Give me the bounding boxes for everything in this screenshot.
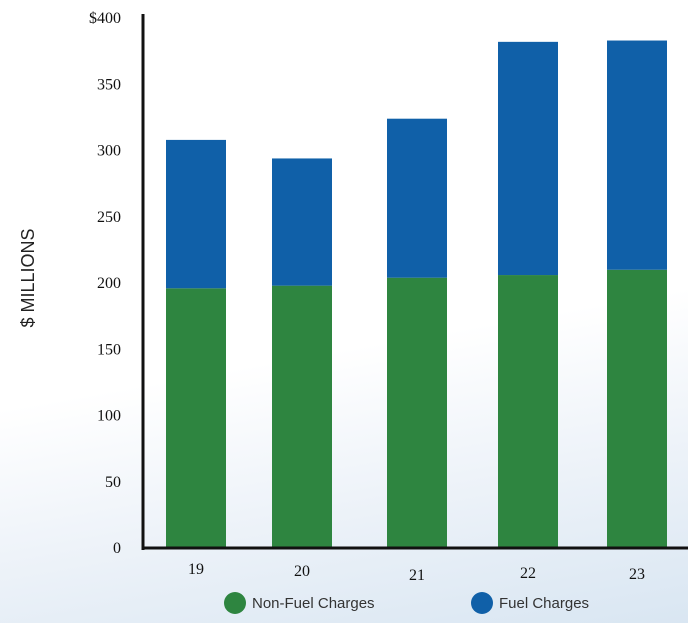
y-tick-label: $400 [89, 10, 121, 27]
bar-fuel-20 [272, 158, 332, 286]
y-tick-label: 250 [97, 209, 121, 226]
x-tick-label: 21 [409, 567, 425, 584]
bar-non-fuel-19 [166, 288, 226, 548]
bar-non-fuel-21 [387, 277, 447, 548]
legend-swatch-fuel [471, 592, 493, 614]
y-tick-label: 100 [97, 408, 121, 425]
legend-swatch-non-fuel [224, 592, 246, 614]
bar-fuel-21 [387, 118, 447, 278]
y-tick-label: 0 [113, 540, 121, 557]
bar-fuel-23 [607, 40, 667, 270]
bar-fuel-19 [166, 139, 226, 289]
legend-label-fuel: Fuel Charges [499, 594, 590, 612]
y-tick-labels: 0 50 100 150 200 250 300 350 $400 [89, 10, 121, 557]
legend-label-non-fuel: Non-Fuel Charges [252, 594, 375, 612]
bar-fuel-22 [498, 41, 558, 276]
y-tick-label: 150 [97, 341, 121, 358]
x-tick-label: 22 [520, 565, 536, 582]
y-axis-label: $ MILLIONS [18, 228, 38, 327]
x-tick-label: 23 [629, 566, 645, 583]
bars-group [166, 40, 667, 548]
bar-non-fuel-23 [607, 269, 667, 548]
y-tick-label: 200 [97, 275, 121, 292]
y-tick-label: 300 [97, 143, 121, 160]
legend: Non-Fuel Charges Fuel Charges [0, 592, 688, 622]
legend-item-non-fuel: Non-Fuel Charges [224, 592, 375, 614]
y-tick-label: 350 [97, 76, 121, 93]
x-tick-label: 20 [294, 563, 310, 580]
bar-non-fuel-20 [272, 285, 332, 548]
bar-non-fuel-22 [498, 275, 558, 548]
x-tick-labels: 19 20 21 22 23 [188, 561, 645, 584]
legend-item-fuel: Fuel Charges [471, 592, 589, 614]
y-tick-label: 50 [105, 474, 121, 491]
x-tick-label: 19 [188, 561, 204, 578]
